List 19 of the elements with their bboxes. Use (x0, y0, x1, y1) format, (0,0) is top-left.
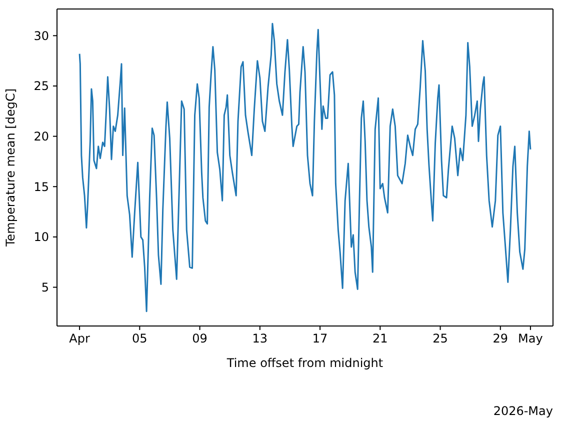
x-tick-label: 17 (312, 332, 328, 346)
x-tick-label: 21 (372, 332, 388, 346)
x-tick-label: May (518, 332, 543, 346)
text: 2026-May (493, 404, 553, 418)
x-tick-label: 25 (432, 332, 448, 346)
y-tick-label: 30 (34, 28, 49, 43)
x-tick-label: 13 (252, 332, 268, 346)
x-tick-label: 09 (192, 332, 208, 346)
x-tick-label: Apr (69, 332, 90, 346)
y-tick-label: 5 (41, 280, 49, 295)
line-series (78, 22, 532, 312)
x-tick-label: 29 (492, 332, 508, 346)
y-tick-label: 20 (34, 130, 49, 144)
y-tick-label: 15 (34, 180, 49, 194)
y-axis-title: Temperature mean [degC] (3, 88, 18, 248)
y-tick-label: 10 (34, 230, 49, 244)
y-tick-label: 25 (34, 79, 49, 94)
x-tick-label: 05 (132, 332, 148, 346)
x-axis-title: Time offset from midnight (226, 356, 384, 370)
